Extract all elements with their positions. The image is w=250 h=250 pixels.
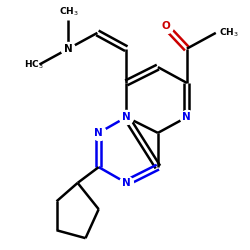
Text: N: N bbox=[122, 178, 131, 188]
Text: CH$_3$: CH$_3$ bbox=[58, 6, 78, 18]
Text: N: N bbox=[64, 44, 73, 54]
Text: N: N bbox=[182, 112, 191, 122]
Text: N: N bbox=[122, 112, 131, 122]
Text: CH$_3$: CH$_3$ bbox=[219, 27, 239, 39]
Text: N: N bbox=[94, 128, 103, 138]
Text: O: O bbox=[162, 21, 170, 31]
Text: HC$_3$: HC$_3$ bbox=[24, 58, 44, 71]
